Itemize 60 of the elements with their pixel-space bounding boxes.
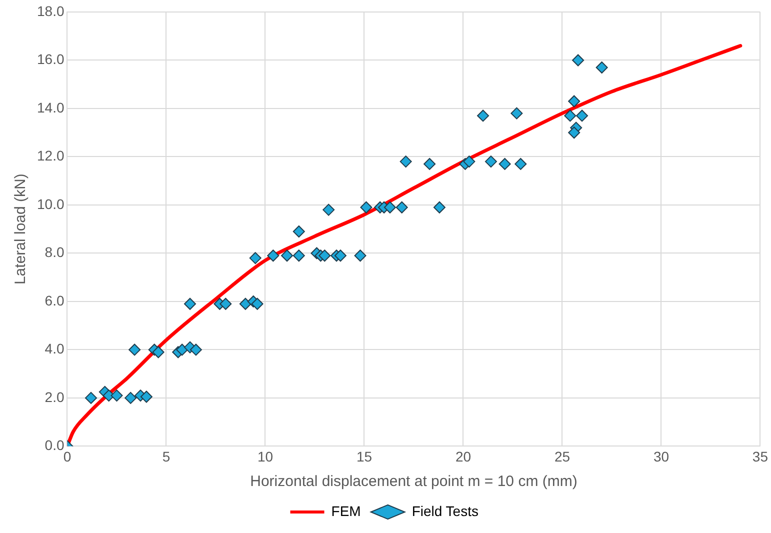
point <box>498 158 511 170</box>
point <box>514 158 527 170</box>
point <box>564 110 576 122</box>
point <box>239 298 252 310</box>
point <box>384 201 396 214</box>
point <box>124 392 137 404</box>
y-tick-label: 18.0 <box>37 2 64 19</box>
point <box>281 250 294 262</box>
point <box>433 201 446 214</box>
point <box>463 156 476 168</box>
x-axis-title: Horizontal displacement at point m = 10 cm (mm) <box>250 473 578 490</box>
y-tick-label: 4.0 <box>44 340 64 357</box>
point <box>477 110 490 122</box>
x-tick-label: 30 <box>653 448 670 464</box>
point <box>140 390 152 403</box>
point <box>510 107 523 120</box>
point <box>110 390 123 402</box>
point <box>576 110 588 122</box>
legend-label: FEM <box>331 502 361 519</box>
point <box>251 298 264 310</box>
point <box>292 250 305 262</box>
point <box>128 344 141 356</box>
y-tick-label: 8.0 <box>44 244 64 260</box>
point <box>322 204 335 216</box>
y-tick-label: 14.0 <box>37 99 64 116</box>
x-tick-label: 0 <box>63 448 72 464</box>
point <box>334 250 346 262</box>
point <box>85 392 98 404</box>
point <box>184 298 196 310</box>
point <box>249 252 262 264</box>
x-tick-label: 15 <box>356 448 372 464</box>
point <box>596 61 608 74</box>
y-tick-label: 6.0 <box>44 292 64 308</box>
point <box>572 54 584 66</box>
x-tick-label: 25 <box>554 448 570 464</box>
y-axis-title: Lateral load (kN) <box>12 174 30 285</box>
y-tick-label: 2.0 <box>44 388 64 405</box>
point <box>568 126 580 139</box>
point <box>360 201 372 214</box>
point <box>568 95 580 108</box>
x-tick-label: 5 <box>162 448 170 464</box>
point <box>318 250 331 262</box>
point <box>190 344 202 356</box>
legend-label: Field Tests <box>412 502 478 519</box>
point <box>354 250 366 262</box>
point <box>424 158 436 170</box>
x-tick-label: 35 <box>752 448 768 464</box>
y-tick-label: 16.0 <box>37 51 64 68</box>
point <box>484 156 497 168</box>
x-tick-label: 10 <box>257 448 274 464</box>
y-tick-label: 12.0 <box>37 148 64 164</box>
x-tick-label: 20 <box>455 448 472 464</box>
point <box>400 156 412 168</box>
point <box>152 346 164 358</box>
point <box>267 250 280 262</box>
point <box>396 201 408 214</box>
point <box>220 298 232 310</box>
y-tick-label: 0.0 <box>44 437 64 454</box>
point <box>292 226 305 238</box>
y-tick-label: 10.0 <box>37 196 64 212</box>
